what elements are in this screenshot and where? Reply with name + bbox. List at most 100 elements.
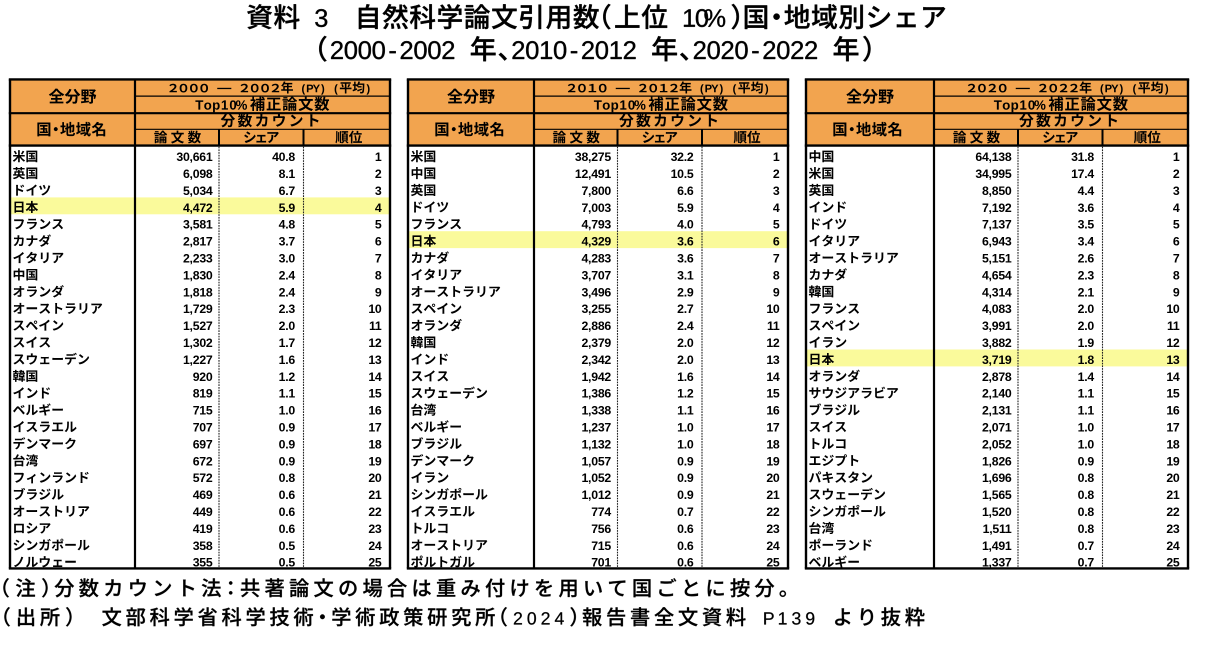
svg-text:3.7: 3.7 (279, 235, 296, 249)
svg-text:10: 10 (1166, 302, 1180, 316)
svg-text:355: 355 (193, 556, 213, 570)
svg-text:2.0: 2.0 (279, 319, 296, 333)
svg-text:0.9: 0.9 (279, 437, 296, 451)
svg-text:358: 358 (193, 539, 213, 553)
svg-text:1.0: 1.0 (1078, 421, 1095, 435)
svg-text:1,057: 1,057 (581, 454, 611, 468)
svg-text:16: 16 (766, 404, 780, 418)
svg-text:2.0: 2.0 (677, 353, 694, 367)
svg-text:4,654: 4,654 (982, 268, 1012, 282)
svg-text:1,227: 1,227 (183, 353, 213, 367)
svg-text:2.6: 2.6 (1078, 252, 1095, 266)
svg-text:1,491: 1,491 (982, 539, 1012, 553)
svg-text:10: 10 (368, 302, 382, 316)
svg-text:774: 774 (591, 505, 611, 519)
svg-text:22: 22 (368, 505, 382, 519)
svg-text:4,314: 4,314 (982, 285, 1012, 299)
svg-text:1: 1 (1173, 150, 1180, 164)
svg-text:1,386: 1,386 (581, 387, 611, 401)
svg-text:2,878: 2,878 (982, 370, 1012, 384)
svg-text:3,255: 3,255 (581, 302, 611, 316)
svg-text:2,233: 2,233 (183, 252, 213, 266)
svg-text:5: 5 (1173, 218, 1180, 232)
svg-text:15: 15 (1166, 387, 1180, 401)
svg-text:5,151: 5,151 (982, 252, 1012, 266)
svg-text:23: 23 (368, 522, 382, 536)
svg-text:1,729: 1,729 (183, 302, 213, 316)
svg-text:2.7: 2.7 (677, 302, 694, 316)
svg-text:6.7: 6.7 (279, 184, 296, 198)
svg-text:2.0: 2.0 (1078, 319, 1095, 333)
svg-text:2.4: 2.4 (279, 268, 296, 282)
svg-text:707: 707 (193, 421, 213, 435)
svg-text:34,995: 34,995 (975, 167, 1012, 181)
svg-text:14: 14 (766, 370, 780, 384)
svg-text:2,886: 2,886 (581, 319, 611, 333)
svg-text:64,138: 64,138 (975, 150, 1012, 164)
svg-text:2,131: 2,131 (982, 404, 1012, 418)
svg-text:23: 23 (766, 522, 780, 536)
svg-text:13: 13 (368, 353, 382, 367)
svg-text:419: 419 (193, 522, 213, 536)
svg-text:6: 6 (773, 235, 780, 249)
svg-text:20: 20 (1166, 471, 1180, 485)
svg-text:2: 2 (1173, 167, 1180, 181)
svg-text:3.6: 3.6 (1078, 201, 1095, 215)
svg-text:2.0: 2.0 (677, 336, 694, 350)
svg-text:8: 8 (773, 268, 780, 282)
svg-text:1,818: 1,818 (183, 285, 213, 299)
svg-text:697: 697 (193, 437, 213, 451)
svg-text:2,071: 2,071 (982, 421, 1012, 435)
svg-text:38,275: 38,275 (575, 150, 612, 164)
svg-text:7,192: 7,192 (982, 201, 1012, 215)
svg-text:920: 920 (193, 370, 213, 384)
svg-text:8: 8 (1173, 268, 1180, 282)
svg-text:11: 11 (369, 319, 382, 333)
svg-text:1,942: 1,942 (581, 370, 611, 384)
svg-text:1.9: 1.9 (1078, 336, 1095, 350)
svg-text:1.1: 1.1 (279, 387, 296, 401)
svg-text:17: 17 (1166, 421, 1180, 435)
svg-text:1,696: 1,696 (982, 471, 1012, 485)
svg-text:24: 24 (368, 539, 382, 553)
svg-text:2.4: 2.4 (279, 285, 296, 299)
svg-text:0.7: 0.7 (1078, 539, 1095, 553)
svg-text:1.1: 1.1 (1078, 387, 1095, 401)
svg-text:3.4: 3.4 (1078, 235, 1095, 249)
svg-text:0.8: 0.8 (279, 471, 296, 485)
svg-text:31.8: 31.8 (1071, 150, 1094, 164)
svg-text:1,826: 1,826 (982, 454, 1012, 468)
svg-text:7,137: 7,137 (982, 218, 1012, 232)
svg-text:11: 11 (1167, 319, 1180, 333)
svg-text:6.6: 6.6 (677, 184, 694, 198)
svg-text:2.3: 2.3 (279, 302, 296, 316)
svg-text:9: 9 (375, 285, 382, 299)
svg-text:22: 22 (1166, 505, 1180, 519)
svg-text:1.0: 1.0 (1078, 437, 1095, 451)
svg-text:6,943: 6,943 (982, 235, 1012, 249)
svg-text:572: 572 (193, 471, 213, 485)
svg-text:1,052: 1,052 (581, 471, 611, 485)
svg-text:1,565: 1,565 (982, 488, 1012, 502)
svg-text:19: 19 (1166, 454, 1180, 468)
svg-text:3,991: 3,991 (982, 319, 1012, 333)
svg-text:12: 12 (368, 336, 382, 350)
svg-text:15: 15 (766, 387, 780, 401)
svg-text:3.6: 3.6 (677, 252, 694, 266)
svg-text:17: 17 (368, 421, 382, 435)
svg-text:1.1: 1.1 (1078, 404, 1095, 418)
svg-text:7,003: 7,003 (581, 201, 611, 215)
svg-text:1.6: 1.6 (279, 353, 296, 367)
svg-text:15: 15 (368, 387, 382, 401)
svg-text:3,882: 3,882 (982, 336, 1012, 350)
svg-text:21: 21 (1166, 488, 1180, 502)
svg-text:4: 4 (375, 201, 382, 215)
svg-text:5.9: 5.9 (677, 201, 694, 215)
svg-text:2.9: 2.9 (677, 285, 694, 299)
svg-text:17: 17 (766, 421, 780, 435)
svg-text:0.6: 0.6 (279, 488, 296, 502)
svg-text:13: 13 (766, 353, 780, 367)
svg-text:2,342: 2,342 (581, 353, 611, 367)
svg-text:1,132: 1,132 (581, 437, 611, 451)
svg-text:1,520: 1,520 (982, 505, 1012, 519)
